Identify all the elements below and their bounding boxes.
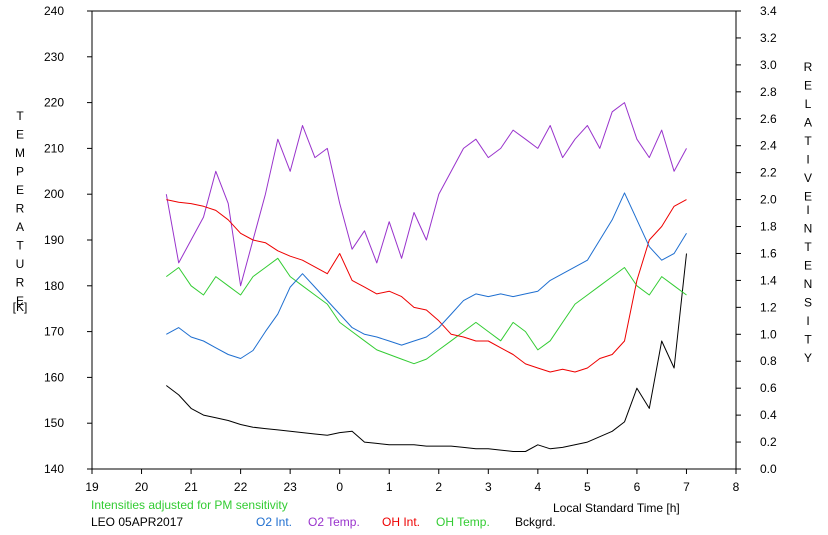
series-line-o2-int bbox=[166, 192, 687, 359]
plot-frame bbox=[91, 10, 737, 470]
series-line-oh-temp bbox=[166, 257, 687, 365]
y-left-title-letter: P bbox=[16, 165, 24, 179]
y-left-title-unit: [K] bbox=[13, 300, 28, 314]
y-right-tick-label: 2.6 bbox=[760, 112, 777, 126]
y-left-tick-label: 210 bbox=[44, 141, 64, 155]
y-right-title-letter: E bbox=[804, 259, 812, 273]
x-tick-label: 1 bbox=[386, 480, 393, 494]
y-right-tick-label: 0.6 bbox=[760, 381, 777, 395]
y-right-title-letter: E bbox=[804, 79, 812, 93]
y-left-tick-label: 190 bbox=[44, 233, 64, 247]
x-tick-label: 23 bbox=[283, 480, 297, 494]
y-right-title-letter: T bbox=[804, 333, 812, 347]
x-axis-label: Local Standard Time [h] bbox=[553, 501, 680, 515]
y-left-tick-label: 200 bbox=[44, 187, 64, 201]
y-right-tick-label: 2.2 bbox=[760, 166, 777, 180]
y-left-tick-label: 240 bbox=[44, 4, 64, 18]
y-right-tick-label: 1.0 bbox=[760, 327, 777, 341]
station-label: LEO 05APR2017 bbox=[91, 515, 183, 529]
y-right-title-letter: T bbox=[804, 240, 812, 254]
x-tick-label: 22 bbox=[234, 480, 248, 494]
y-left-title-letter: T bbox=[16, 109, 24, 123]
y-left-tick-label: 150 bbox=[44, 416, 64, 430]
legend-entry: O2 Int. bbox=[256, 515, 292, 529]
y-right-tick-label: 1.6 bbox=[760, 246, 777, 260]
y-left-tick-label: 170 bbox=[44, 325, 64, 339]
y-left-tick-label: 160 bbox=[44, 370, 64, 384]
y-axis-left: 140 150 160 170 180 190 200 210 220 230 240 bbox=[44, 4, 92, 476]
y-right-title-letter: I bbox=[806, 203, 809, 217]
y-right-tick-label: 0.2 bbox=[760, 435, 777, 449]
y-right-tick-label: 3.0 bbox=[760, 58, 777, 72]
x-tick-label: 3 bbox=[485, 480, 492, 494]
y-right-title-letter: R bbox=[804, 60, 813, 74]
legend: O2 Int. O2 Temp. OH Int. OH Temp. Bckgrd. bbox=[256, 515, 556, 529]
y-right-tick-label: 2.4 bbox=[760, 139, 777, 153]
y-right-title-letter: E bbox=[804, 190, 812, 204]
y-left-tick-label: 230 bbox=[44, 50, 64, 64]
y-right-tick-label: 2.8 bbox=[760, 85, 777, 99]
y-left-title-letter: E bbox=[16, 294, 24, 308]
series-layer bbox=[165, 102, 687, 452]
y-right-title-letter: A bbox=[804, 116, 812, 130]
y-right-title-letter: N bbox=[804, 222, 813, 236]
x-tick-label: 8 bbox=[733, 480, 740, 494]
x-tick-label: 4 bbox=[535, 480, 542, 494]
x-tick-label: 21 bbox=[184, 480, 198, 494]
y-right-tick-label: 3.2 bbox=[760, 31, 777, 45]
y-left-tick-label: 140 bbox=[44, 462, 64, 476]
x-tick-label: 6 bbox=[634, 480, 641, 494]
y-right-title-letter: S bbox=[804, 296, 812, 310]
y-right-tick-label: 2.0 bbox=[760, 193, 777, 207]
x-tick-label: 7 bbox=[683, 480, 690, 494]
y-left-tick-label: 180 bbox=[44, 279, 64, 293]
x-tick-label: 20 bbox=[135, 480, 149, 494]
y-right-tick-label: 1.8 bbox=[760, 220, 777, 234]
y-left-title-letter: M bbox=[15, 146, 25, 160]
y-right-tick-label: 1.2 bbox=[760, 300, 777, 314]
y-left-title-letter: T bbox=[16, 239, 24, 253]
y-left-title-letter: E bbox=[16, 183, 24, 197]
x-tick-label: 0 bbox=[336, 480, 343, 494]
legend-entry: OH Int. bbox=[382, 515, 420, 529]
y-left-title-letter: R bbox=[16, 202, 25, 216]
y-right-tick-label: 3.4 bbox=[760, 4, 777, 18]
y-right-tick-label: 0.8 bbox=[760, 354, 777, 368]
legend-entry: OH Temp. bbox=[436, 515, 490, 529]
legend-entry: Bckgrd. bbox=[515, 515, 556, 529]
y-right-tick-label: 0.4 bbox=[760, 408, 777, 422]
series-line-o2-temp bbox=[165, 102, 687, 287]
y-axis-right: 0.0 0.2 0.4 0.6 0.8 1.0 1.2 1.4 1.6 1.8 2.0 2.2 2.4 2… bbox=[736, 4, 777, 476]
y-right-title-letter: N bbox=[804, 277, 813, 291]
y-right-title-letter: I bbox=[806, 314, 809, 328]
series-line-oh-int bbox=[166, 199, 687, 373]
y-left-title-letter: R bbox=[16, 276, 25, 290]
y-right-title-letter: L bbox=[805, 97, 812, 111]
x-axis: 19 20 21 22 23 0 1 2 3 4 5 6 7 8 bbox=[85, 469, 740, 494]
x-tick-label: 2 bbox=[435, 480, 442, 494]
y-right-title-letter: T bbox=[804, 134, 812, 148]
y-left-tick-label: 220 bbox=[44, 96, 64, 110]
y-left-title-letter: A bbox=[16, 220, 24, 234]
x-tick-label: 19 bbox=[85, 480, 99, 494]
y-right-tick-label: 1.4 bbox=[760, 273, 777, 287]
y-right-tick-label: 0.0 bbox=[760, 462, 777, 476]
y-right-title-letter: Y bbox=[804, 351, 812, 365]
series-line-bckgrd bbox=[165, 253, 687, 452]
y-left-title-letter: E bbox=[16, 128, 24, 142]
y-left-title-letter: U bbox=[16, 257, 25, 271]
pm-sensitivity-note: Intensities adjusted for PM sensitivity bbox=[91, 498, 288, 512]
x-tick-label: 5 bbox=[584, 480, 591, 494]
legend-entry: O2 Temp. bbox=[308, 515, 360, 529]
y-right-title-letter: I bbox=[806, 153, 809, 167]
y-right-title-letter: V bbox=[804, 171, 812, 185]
